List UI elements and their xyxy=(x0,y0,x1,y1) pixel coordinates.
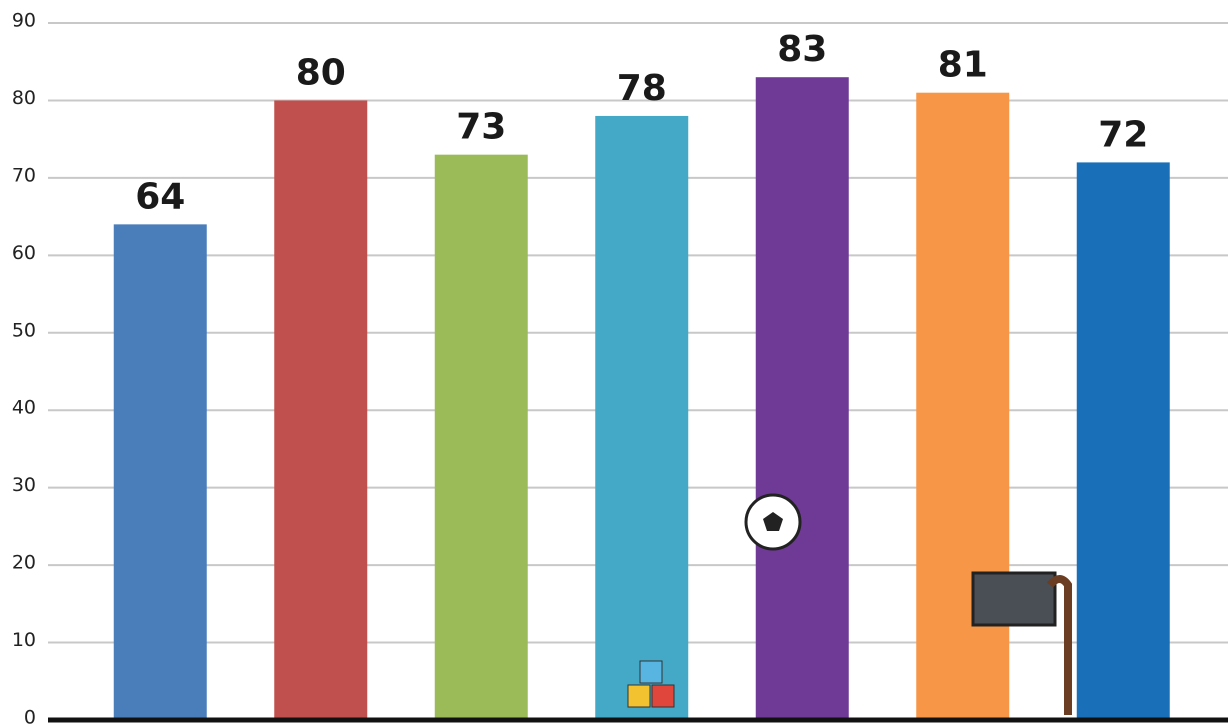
value-label: 81 xyxy=(938,45,988,86)
value-label: 83 xyxy=(777,29,827,70)
y-tick-label: 20 xyxy=(12,552,36,574)
y-tick-label: 50 xyxy=(12,319,36,341)
illustration xyxy=(627,493,1072,715)
y-tick-label: 40 xyxy=(12,397,36,419)
y-tick-label: 90 xyxy=(12,10,36,32)
value-label: 73 xyxy=(456,107,506,148)
y-tick-label: 10 xyxy=(12,629,36,651)
bar xyxy=(113,224,207,720)
briefcase xyxy=(971,571,1057,627)
toy-block xyxy=(651,684,675,708)
toy-block xyxy=(627,684,651,708)
y-tick-label: 0 xyxy=(24,707,36,727)
ball-patch xyxy=(763,512,783,531)
bar xyxy=(755,77,849,720)
bar xyxy=(1076,162,1170,720)
cane xyxy=(1046,575,1072,715)
y-tick-label: 30 xyxy=(12,474,36,496)
toy-block xyxy=(639,660,663,684)
value-label: 78 xyxy=(617,68,667,109)
y-tick-label: 80 xyxy=(12,87,36,109)
bar xyxy=(274,100,368,720)
y-tick-label: 60 xyxy=(12,242,36,264)
bar xyxy=(595,115,689,720)
value-label: 80 xyxy=(296,52,346,93)
y-tick-label: 70 xyxy=(12,164,36,186)
bar xyxy=(434,154,528,721)
value-label: 64 xyxy=(135,176,185,217)
value-label: 72 xyxy=(1098,114,1148,155)
